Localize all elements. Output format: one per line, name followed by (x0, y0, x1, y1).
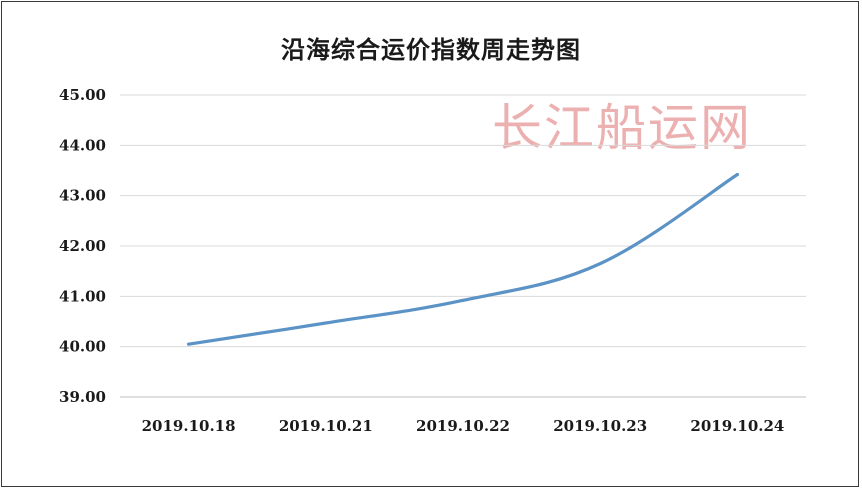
data-point (324, 321, 328, 325)
data-point (598, 262, 602, 266)
x-tick-label: 2019.10.18 (142, 417, 236, 435)
gridlines (120, 94, 806, 398)
x-tick-label: 2019.10.24 (690, 417, 784, 435)
y-axis-ticks: 39.00 40.00 41.00 42.00 43.00 44.00 45.00 (59, 86, 106, 406)
data-point (735, 173, 739, 177)
x-axis-ticks: 2019.10.18 2019.10.21 2019.10.22 2019.10.23… (142, 417, 785, 435)
x-tick-label: 2019.10.23 (553, 417, 647, 435)
y-tick-label: 43.00 (59, 187, 106, 205)
watermark-text: 长江船运网 (492, 99, 752, 157)
y-tick-label: 42.00 (59, 237, 106, 255)
x-tick-label: 2019.10.22 (416, 417, 510, 435)
series-line (187, 172, 739, 346)
data-point (187, 342, 191, 346)
x-tick-label: 2019.10.21 (279, 417, 373, 435)
y-tick-label: 45.00 (59, 86, 106, 104)
y-tick-label: 44.00 (59, 136, 106, 154)
y-tick-label: 40.00 (59, 338, 106, 356)
y-tick-label: 41.00 (59, 287, 106, 305)
chart-title: 沿海综合运价指数周走势图 (281, 35, 581, 64)
data-point (461, 298, 465, 302)
series-layer (187, 172, 739, 346)
y-tick-label: 39.00 (59, 388, 106, 406)
